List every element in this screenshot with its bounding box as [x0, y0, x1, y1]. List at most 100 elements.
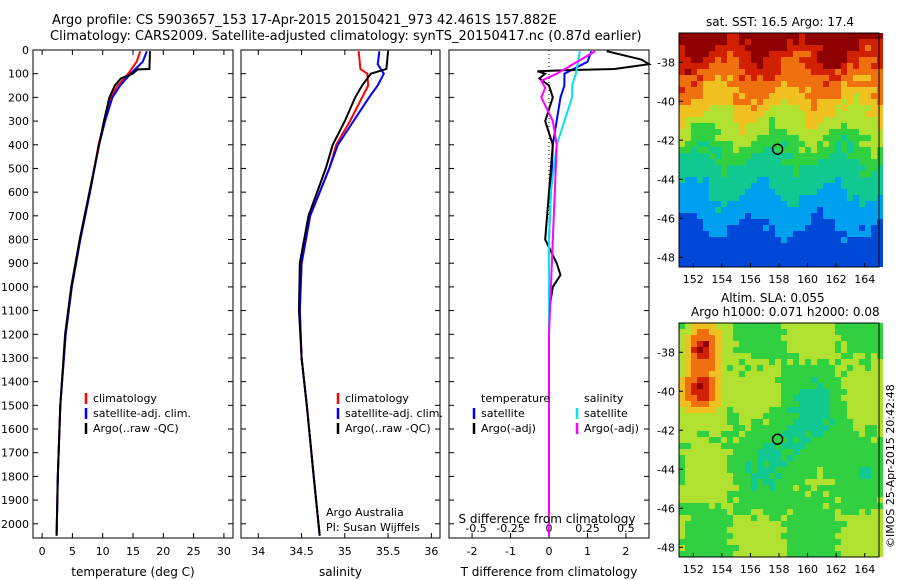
sst-map-cell — [769, 69, 775, 75]
sla-map-cell — [685, 371, 691, 377]
sst-map-cell — [799, 75, 805, 81]
map-y-tick-label: -46 — [657, 212, 675, 225]
sst-map-cell — [805, 189, 811, 195]
sla-map-cell — [859, 419, 865, 425]
sst-map-cell — [805, 183, 811, 189]
sst-map-cell — [793, 165, 799, 171]
sla-map-cell — [811, 395, 817, 401]
sst-map-cell — [691, 249, 697, 255]
sla-map-cell — [817, 461, 823, 467]
sst-map-cell — [811, 81, 817, 87]
sla-map-cell — [733, 545, 739, 551]
sst-map-cell — [727, 171, 733, 177]
sst-map-cell — [763, 105, 769, 111]
sst-map-cell — [859, 177, 865, 183]
sst-map-cell — [679, 171, 685, 177]
sla-map-cell — [823, 341, 829, 347]
sst-map-cell — [847, 153, 853, 159]
sst-map-cell — [763, 33, 769, 39]
sla-map-cell — [853, 395, 859, 401]
sst-map-cell — [853, 177, 859, 183]
sla-map-cell — [757, 413, 763, 419]
sst-map-cell — [847, 147, 853, 153]
sla-map-cell — [721, 515, 727, 521]
sla-map-cell — [745, 413, 751, 419]
sla-map-cell — [757, 491, 763, 497]
sla-map-cell — [817, 335, 823, 341]
sla-map-cell — [721, 401, 727, 407]
sla-map-cell — [811, 449, 817, 455]
sla-map-cell — [781, 323, 787, 329]
sst-map-cell — [757, 111, 763, 117]
sla-map-cell — [763, 473, 769, 479]
sst-map-cell — [877, 231, 883, 237]
sla-map-cell — [877, 485, 883, 491]
sst-map-cell — [727, 153, 733, 159]
sla-map-cell — [871, 473, 877, 479]
sla-map-cell — [853, 401, 859, 407]
x-tick-label: 35.5 — [376, 545, 401, 558]
sst-map-cell — [835, 153, 841, 159]
sst-map-cell — [745, 195, 751, 201]
sla-map-cell — [847, 473, 853, 479]
sst-map-cell — [775, 153, 781, 159]
sla-map-cell — [811, 479, 817, 485]
sla-map-cell — [739, 551, 745, 557]
sla-map-cell — [721, 365, 727, 371]
sla-map-cell — [727, 347, 733, 353]
sst-map-cell — [745, 123, 751, 129]
sla-map-cell — [829, 353, 835, 359]
sla-map-cell — [847, 413, 853, 419]
sst-map-cell — [847, 183, 853, 189]
sst-map-cell — [679, 99, 685, 105]
sst-map-cell — [685, 51, 691, 57]
sla-map-cell — [871, 329, 877, 335]
sst-map-cell — [859, 57, 865, 63]
y-tick-label: 1600 — [1, 423, 29, 436]
sst-map-cell — [853, 189, 859, 195]
sla-map-cell — [703, 329, 709, 335]
sst-map-cell — [697, 165, 703, 171]
sla-map-cell — [751, 473, 757, 479]
sla-map-cell — [739, 443, 745, 449]
sla-map-cell — [793, 395, 799, 401]
sst-map-cell — [805, 45, 811, 51]
sst-map-cell — [769, 177, 775, 183]
sla-map-cell — [763, 437, 769, 443]
sst-map-cell — [745, 81, 751, 87]
sla-map-cell — [715, 527, 721, 533]
sst-map-cell — [817, 171, 823, 177]
sla-map-cell — [865, 371, 871, 377]
sst-map-cell — [787, 105, 793, 111]
sla-map-cell — [721, 521, 727, 527]
sla-map-cell — [847, 521, 853, 527]
sla-map-cell — [823, 371, 829, 377]
sla-map-cell — [793, 461, 799, 467]
sla-map-cell — [817, 551, 823, 557]
sst-map-cell — [859, 111, 865, 117]
sla-map-cell — [817, 323, 823, 329]
sla-map-cell — [793, 497, 799, 503]
series-line-3 — [539, 50, 596, 536]
sla-map-cell — [733, 323, 739, 329]
sla-map-cell — [763, 479, 769, 485]
sst-map-cell — [721, 99, 727, 105]
sla-map-title: Altim. SLA: 0.055 — [721, 291, 825, 305]
sst-map-cell — [757, 57, 763, 63]
sst-map-cell — [727, 177, 733, 183]
sla-map-cell — [859, 473, 865, 479]
sla-map-cell — [703, 449, 709, 455]
sst-map-cell — [727, 249, 733, 255]
sst-map-cell — [763, 225, 769, 231]
sla-map-cell — [877, 407, 883, 413]
sla-map-cell — [715, 473, 721, 479]
sla-map-cell — [769, 479, 775, 485]
sla-map-cell — [829, 473, 835, 479]
sst-map-cell — [703, 177, 709, 183]
sla-map-cell — [769, 347, 775, 353]
sst-map-cell — [811, 159, 817, 165]
sst-map-cell — [679, 75, 685, 81]
sst-map-cell — [847, 243, 853, 249]
sst-map-cell — [751, 261, 757, 267]
sla-map-cell — [763, 359, 769, 365]
